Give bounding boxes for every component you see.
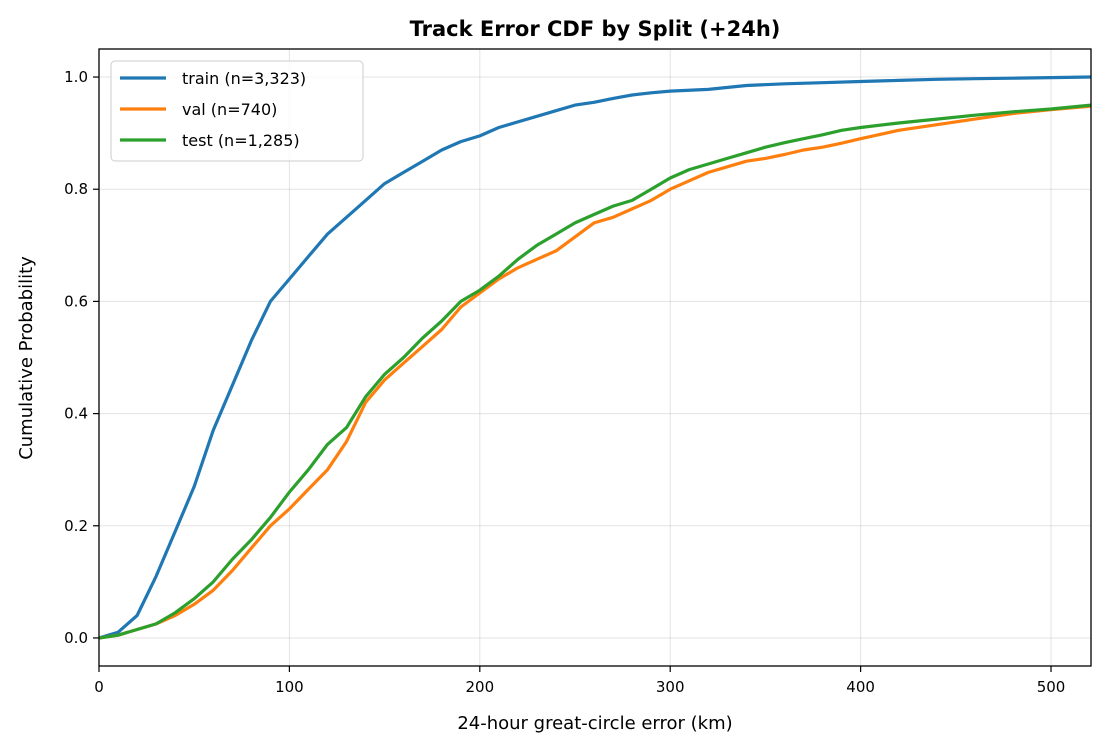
x-tick-label: 0 xyxy=(94,678,104,696)
x-tick-label: 300 xyxy=(656,678,685,696)
series-line-3 xyxy=(98,103,1092,640)
x-tick-label: 400 xyxy=(846,678,875,696)
plot-frame xyxy=(98,48,1092,667)
x-axis-label: 24-hour great-circle error (km) xyxy=(457,713,732,734)
series-lines xyxy=(98,75,1092,640)
legend: train (n=3,323) val (n=740) test (n=1,285) xyxy=(110,60,364,162)
legend-entry-label: val (n=740) xyxy=(182,100,277,119)
y-axis-ticks: 0.0 0.2 0.4 0.6 0.8 1.0 xyxy=(64,68,99,647)
chart-title: Track Error CDF by Split (+24h) xyxy=(410,17,781,41)
y-tick-label: 0.8 xyxy=(64,180,88,198)
x-tick-label: 200 xyxy=(465,678,494,696)
y-tick-label: 0.4 xyxy=(64,405,88,423)
y-axis-label: Cumulative Probability xyxy=(16,256,37,460)
y-tick-label: 0.6 xyxy=(64,292,88,310)
y-tick-label: 1.0 xyxy=(64,68,88,86)
legend-entry-label: test (n=1,285) xyxy=(182,131,300,150)
y-tick-label: 0.2 xyxy=(64,517,88,535)
y-tick-label: 0.0 xyxy=(64,629,88,647)
legend-box xyxy=(110,60,364,162)
x-tick-label: 500 xyxy=(1037,678,1066,696)
series-line-2 xyxy=(98,104,1092,640)
legend-entry-label: train (n=3,323) xyxy=(182,69,306,88)
series-line-1 xyxy=(98,75,1092,640)
x-tick-label: 100 xyxy=(275,678,304,696)
x-axis-ticks: 0 100 200 300 400 500 xyxy=(94,666,1065,696)
